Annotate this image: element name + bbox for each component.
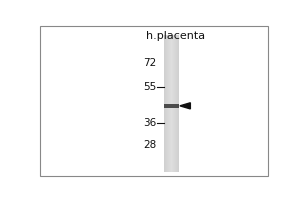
Text: 55: 55 xyxy=(143,82,157,92)
Bar xyxy=(172,35,173,172)
Bar xyxy=(167,35,168,172)
Bar xyxy=(176,35,177,172)
Bar xyxy=(165,35,166,172)
Text: 36: 36 xyxy=(143,118,157,128)
Text: 28: 28 xyxy=(143,140,157,150)
Text: h.placenta: h.placenta xyxy=(146,31,206,41)
Polygon shape xyxy=(180,103,190,109)
Bar xyxy=(178,35,179,172)
Text: 72: 72 xyxy=(143,58,157,68)
Bar xyxy=(169,35,170,172)
Bar xyxy=(168,35,169,172)
Bar xyxy=(175,35,176,172)
Bar xyxy=(166,35,167,172)
Bar xyxy=(171,35,172,172)
Bar xyxy=(174,35,175,172)
Bar xyxy=(164,35,165,172)
Bar xyxy=(164,35,179,172)
Bar xyxy=(164,104,179,108)
Bar xyxy=(170,35,171,172)
Bar xyxy=(173,35,174,172)
Bar xyxy=(177,35,178,172)
